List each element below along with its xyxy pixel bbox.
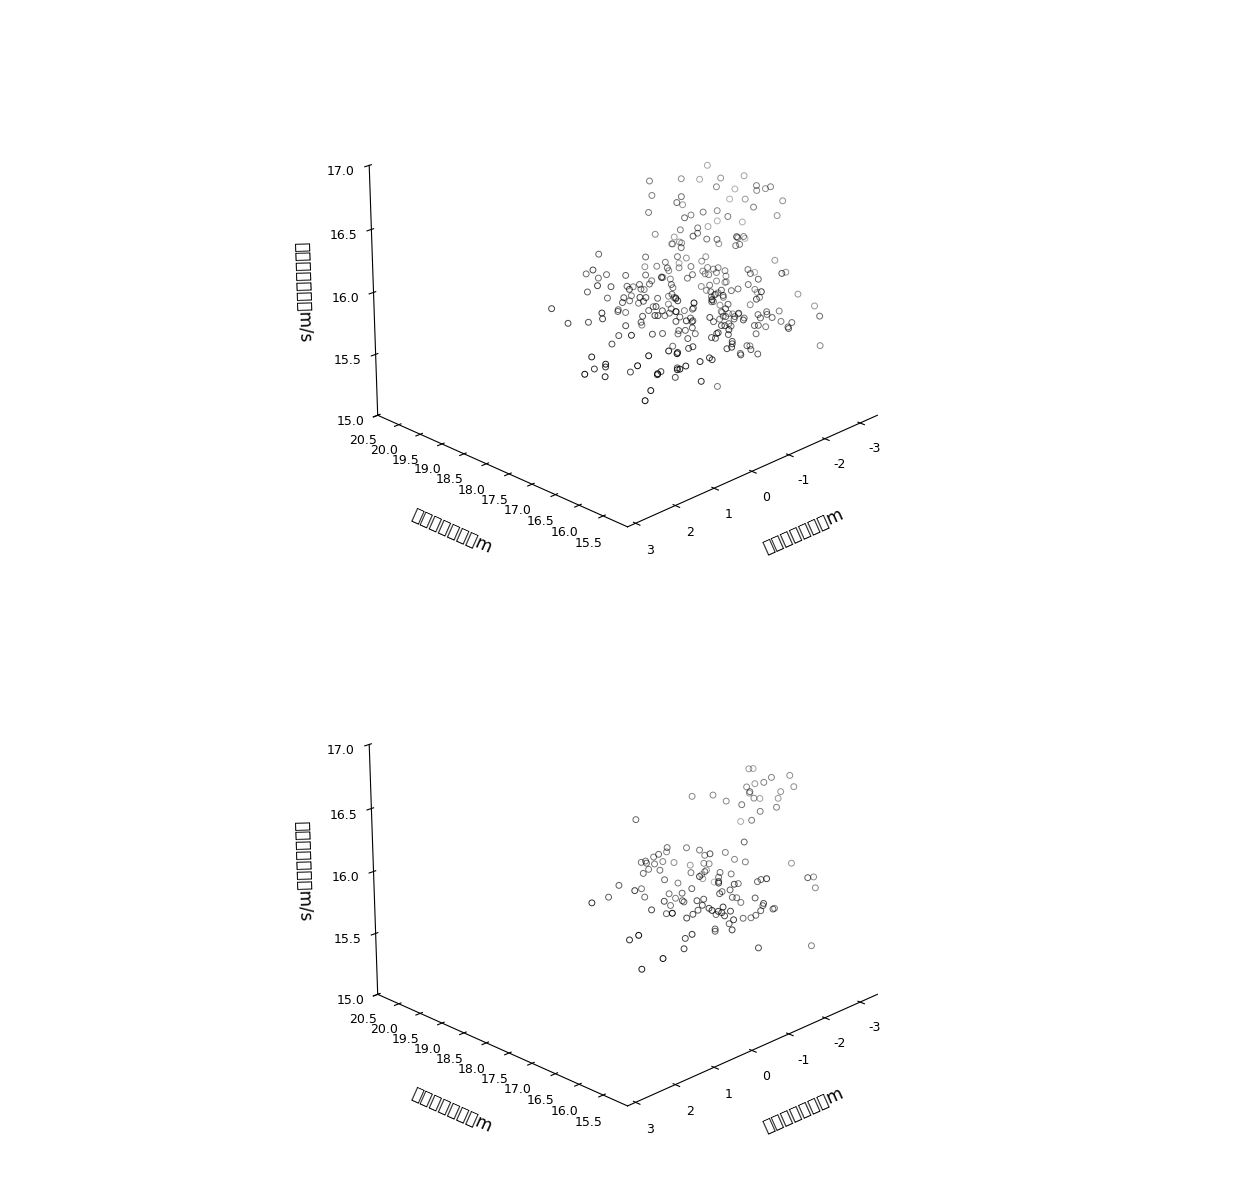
X-axis label: 点迹水平位置：m: 点迹水平位置：m (760, 1085, 847, 1137)
Y-axis label: 点迹垂直位置：m: 点迹垂直位置：m (408, 506, 495, 558)
Y-axis label: 点迹垂直位置：m: 点迹垂直位置：m (408, 1085, 495, 1137)
X-axis label: 点迹水平位置：m: 点迹水平位置：m (760, 506, 847, 558)
